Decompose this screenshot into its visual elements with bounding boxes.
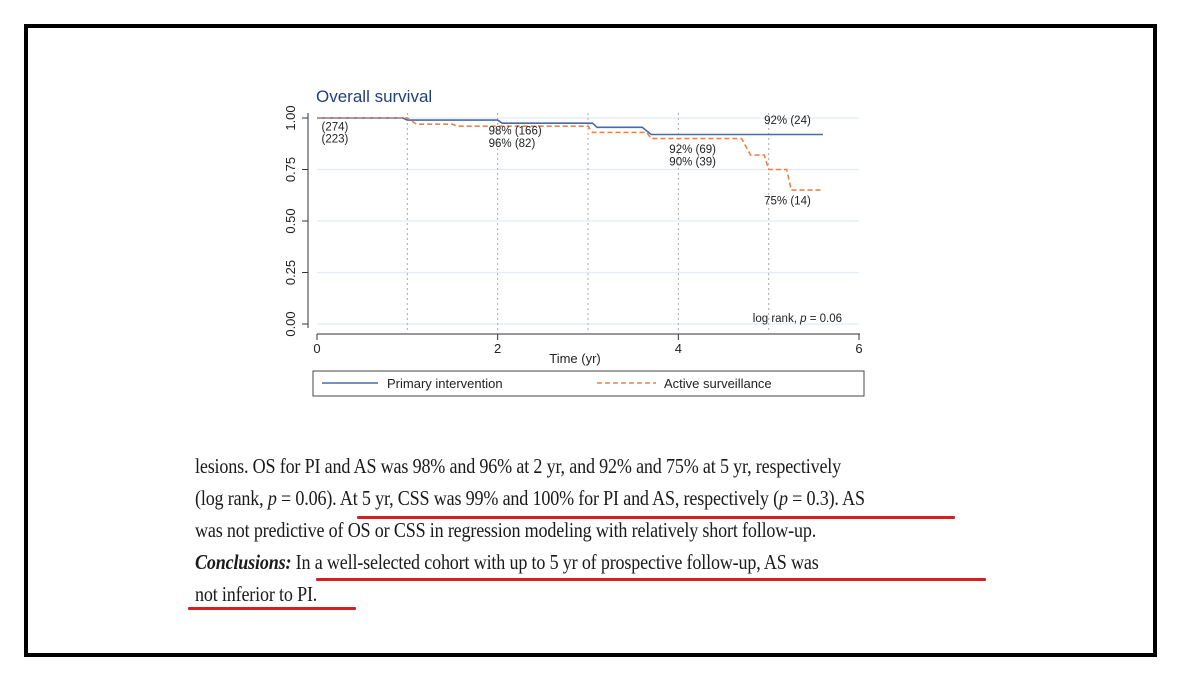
cropped-text-line: [196, 434, 980, 442]
risk-annotation: 96% (82): [489, 138, 536, 150]
abstract-line-2-part-b: = 0.06). At 5 yr, CSS was 99% and 100% f…: [276, 486, 779, 510]
conclusions-text: In a well-selected cohort with up to 5 y…: [291, 550, 819, 574]
risk-annotation: 98% (166): [489, 125, 542, 137]
abstract-line-1: lesions. OS for PI and AS was 98% and 96…: [195, 454, 841, 478]
p-symbol: p: [267, 486, 277, 510]
red-underline: [316, 578, 986, 581]
survival-chart: Overall survival 0.00 0.25 0.50 0.75 1.00 0 2 4 6…: [283, 87, 865, 397]
p-symbol: p: [778, 486, 788, 510]
risk-annotation: 90% (39): [669, 156, 716, 168]
legend-box: [312, 370, 865, 397]
risk-annotation: 92% (69): [669, 144, 716, 156]
log-rank-note: log rank, p = 0.06: [753, 313, 842, 325]
y-tick-label: 0.25: [283, 260, 298, 285]
red-underline: [188, 607, 356, 610]
abstract-line-3: was not predictive of OS or CSS in regre…: [195, 518, 817, 542]
x-tick-label: 0: [313, 341, 320, 356]
active-surveillance-line: [317, 117, 823, 191]
abstract-line-5: not inferior to PI.: [195, 582, 318, 606]
legend-active-label: Active surveillance: [664, 376, 772, 391]
y-tick-label: 0.00: [283, 311, 298, 336]
legend-primary-label: Primary intervention: [387, 376, 503, 391]
y-tick-label: 1.00: [283, 105, 298, 130]
conclusions-label: Conclusions:: [195, 550, 292, 574]
chart-title: Overall survival: [316, 87, 432, 106]
y-tick-label: 0.50: [283, 208, 298, 233]
risk-annotation: (223): [322, 134, 349, 146]
abstract-line-2-part-c: = 0.3). AS: [787, 486, 865, 510]
red-underline: [357, 516, 955, 519]
risk-annotation: 92% (24): [764, 115, 811, 127]
figure-frame: [24, 24, 1157, 657]
x-axis-label: Time (yr): [549, 351, 601, 366]
y-tick-label: 0.75: [283, 157, 298, 182]
abstract-line-2: (log rank, p = 0.06). At 5 yr, CSS was 9…: [195, 482, 883, 514]
risk-annotation: 75% (14): [764, 196, 811, 208]
abstract-line-2-part-a: (log rank,: [195, 486, 268, 510]
p-symbol: p: [799, 313, 807, 325]
x-tick-label: 6: [855, 341, 862, 356]
abstract-text: lesions. OS for PI and AS was 98% and 96…: [195, 450, 995, 610]
log-rank-prefix: log rank,: [753, 313, 800, 325]
abstract-line-4: Conclusions: In a well-selected cohort w…: [195, 546, 883, 578]
log-rank-value: = 0.06: [807, 313, 843, 325]
x-tick-label: 2: [494, 341, 501, 356]
x-tick-label: 4: [675, 341, 682, 356]
risk-annotation: (274): [322, 121, 349, 133]
primary-intervention-line: [317, 117, 823, 136]
